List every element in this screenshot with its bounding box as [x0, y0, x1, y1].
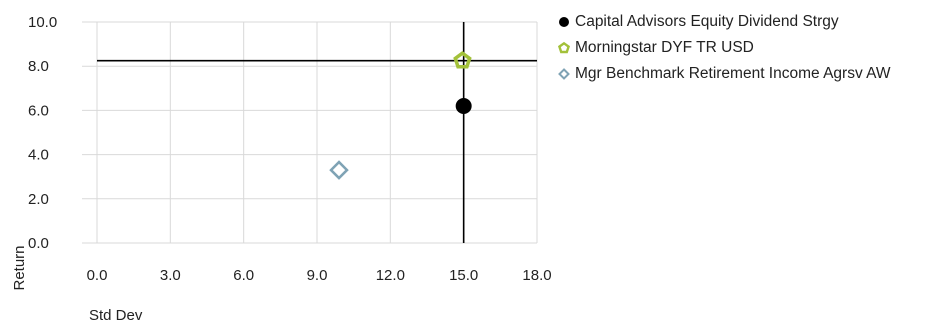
reference-lines — [97, 22, 537, 243]
legend-item-capital-advisors: Capital Advisors Equity Dividend Strgy — [556, 9, 891, 35]
circle-marker-icon — [556, 14, 572, 30]
x-tick-label: 3.0 — [160, 267, 181, 284]
data-point-pentagon — [453, 51, 472, 69]
legend-label: Capital Advisors Equity Dividend Strgy — [575, 13, 839, 30]
x-axis-label: Std Dev — [89, 307, 143, 324]
legend-label: Mgr Benchmark Retirement Income Agrsv AW — [575, 65, 891, 82]
legend-item-morningstar: Morningstar DYF TR USD — [556, 35, 891, 61]
x-tick-label: 15.0 — [449, 267, 478, 284]
data-point-diamond — [329, 160, 349, 180]
x-tick-label: 18.0 — [522, 267, 551, 284]
x-tick-label: 9.0 — [307, 267, 328, 284]
y-tick-label: 2.0 — [28, 191, 49, 208]
x-tick-label: 12.0 — [376, 267, 405, 284]
pentagon-marker-icon — [556, 40, 572, 56]
x-axis-ticks: 0.0 3.0 6.0 9.0 12.0 15.0 18.0 — [87, 267, 552, 284]
data-points — [329, 51, 472, 180]
y-axis-ticks: 0.0 2.0 4.0 6.0 8.0 10.0 — [28, 14, 57, 252]
y-tick-label: 6.0 — [28, 102, 49, 119]
grid — [82, 21, 538, 244]
data-point-circle — [455, 97, 472, 114]
x-tick-label: 0.0 — [87, 267, 108, 284]
x-tick-label: 6.0 — [233, 267, 254, 284]
legend: Capital Advisors Equity Dividend Strgy M… — [556, 9, 891, 87]
legend-label: Morningstar DYF TR USD — [575, 39, 754, 56]
y-axis-label: Return — [11, 245, 28, 290]
diamond-marker-icon — [556, 66, 572, 82]
y-tick-label: 10.0 — [28, 14, 57, 31]
y-tick-label: 8.0 — [28, 58, 49, 75]
y-tick-label: 0.0 — [28, 235, 49, 252]
y-tick-label: 4.0 — [28, 147, 49, 164]
legend-item-mgr-benchmark: Mgr Benchmark Retirement Income Agrsv AW — [556, 61, 891, 87]
